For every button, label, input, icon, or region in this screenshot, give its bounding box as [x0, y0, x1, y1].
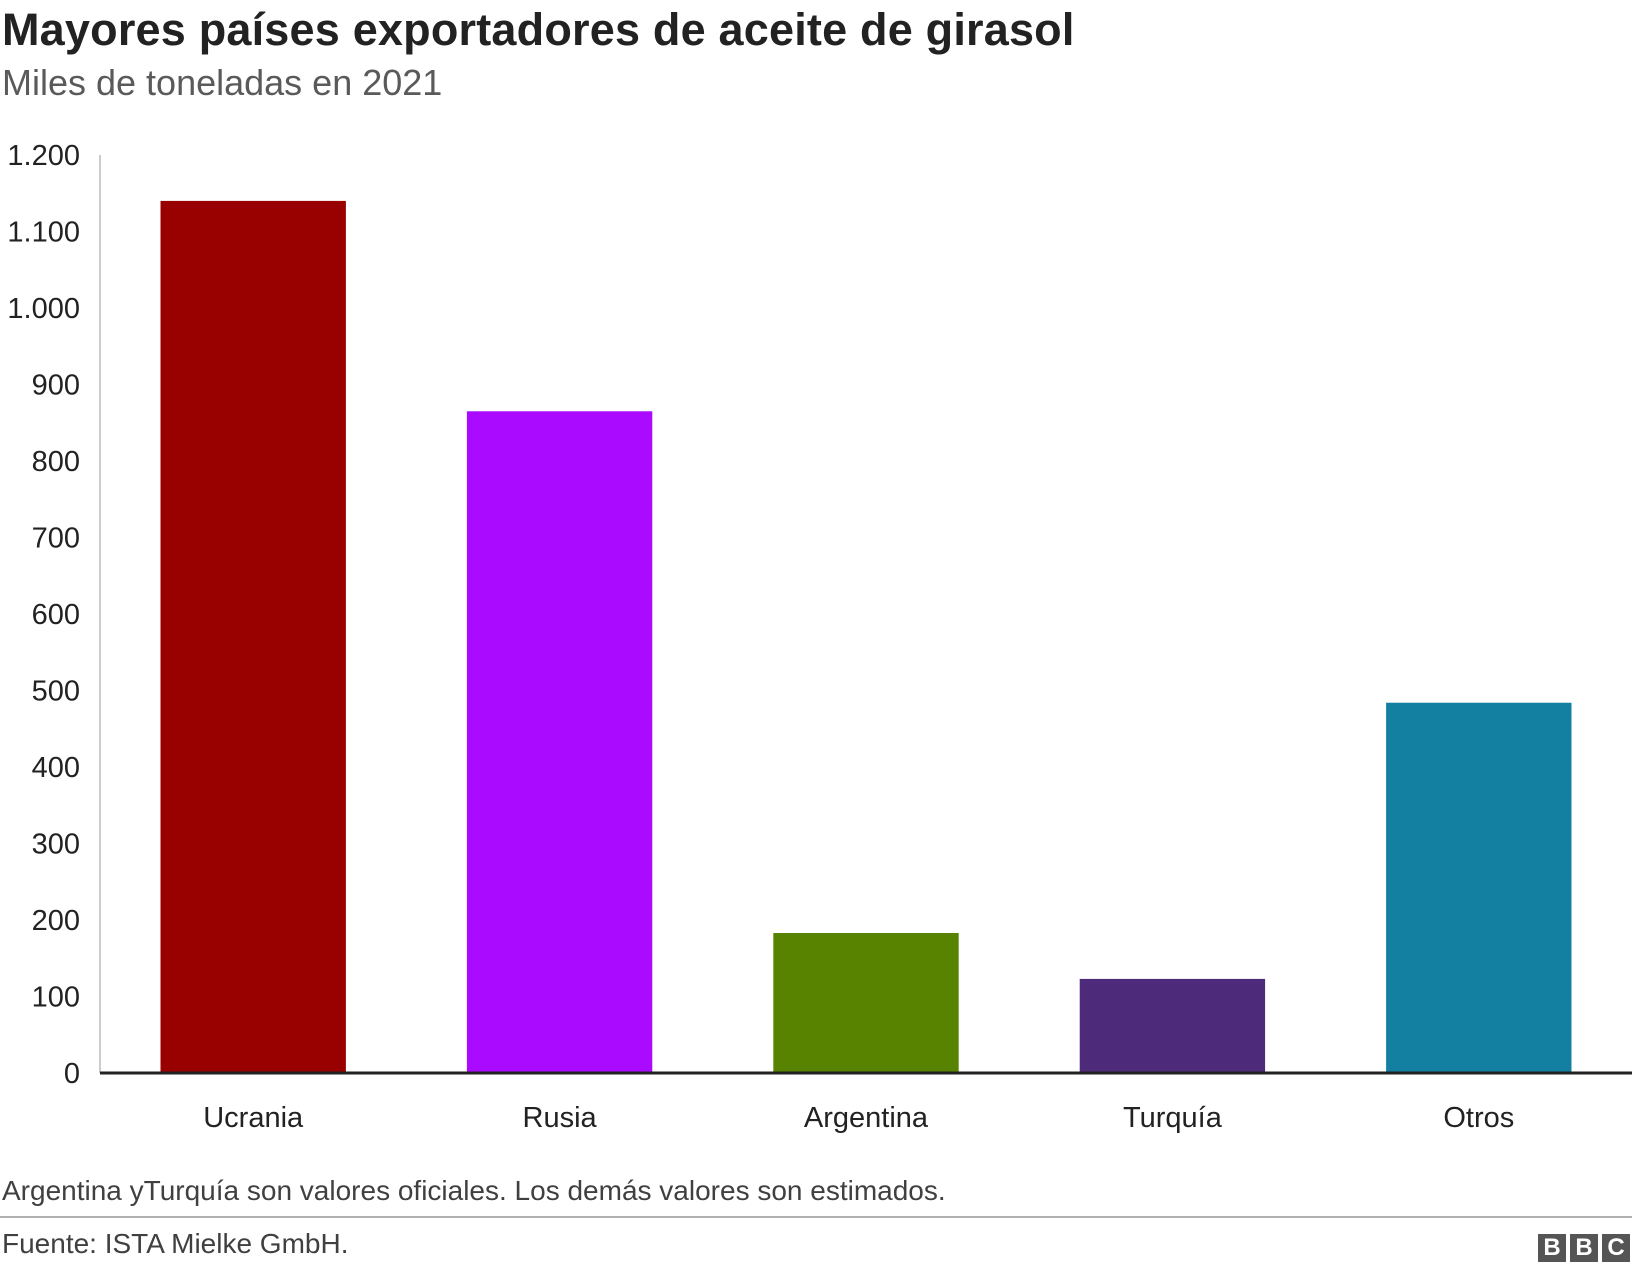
x-category-label: Ucrania	[203, 1102, 304, 1134]
y-tick-label: 900	[32, 370, 80, 402]
bar-turquía	[1079, 978, 1266, 1073]
bars-group	[160, 200, 1572, 1073]
bar-argentina	[773, 933, 959, 1073]
x-axis-category-labels: Ucrania Rusia Argentina Turquía Otros	[203, 1102, 1514, 1134]
x-category-label: Argentina	[804, 1102, 929, 1134]
chart-title: Mayores países exportadores de aceite de…	[2, 4, 1075, 55]
bbc-logo: B B C	[1538, 1234, 1630, 1262]
chart-subtitle: Miles de toneladas en 2021	[2, 62, 443, 103]
y-tick-label: 0	[64, 1058, 80, 1090]
footnote: Argentina yTurquía son valores oficiales…	[2, 1175, 946, 1206]
y-tick-label: 100	[32, 982, 80, 1014]
y-tick-label: 800	[32, 446, 80, 478]
bbc-logo-block-3: C	[1602, 1234, 1630, 1262]
source-text: Fuente: ISTA Mielke GmbH.	[2, 1228, 349, 1259]
bbc-logo-block-1: B	[1538, 1234, 1566, 1262]
y-tick-label: 1.000	[7, 293, 80, 325]
bar-rusia	[466, 411, 653, 1073]
y-tick-label: 300	[32, 829, 80, 861]
bar-chart: 0 100 200 300 400 500 600 700 800 900 1.000 1.100 1.…	[7, 140, 1632, 1134]
footer-divider	[0, 1216, 1632, 1218]
y-tick-label: 1.200	[7, 140, 80, 172]
y-tick-label: 200	[32, 905, 80, 937]
y-tick-label: 1.100	[7, 217, 80, 249]
y-tick-label: 400	[32, 752, 80, 784]
bbc-logo-block-2: B	[1570, 1234, 1598, 1262]
y-tick-label: 500	[32, 676, 80, 708]
y-axis-tick-labels: 0 100 200 300 400 500 600 700 800 900 1.000 1.100 1.…	[7, 140, 80, 1090]
y-tick-label: 600	[32, 599, 80, 631]
x-category-label: Rusia	[523, 1102, 598, 1134]
y-tick-label: 700	[32, 523, 80, 555]
x-category-label: Otros	[1443, 1102, 1514, 1134]
x-category-label: Turquía	[1123, 1102, 1223, 1134]
bar-otros	[1386, 702, 1572, 1073]
bar-ucrania	[160, 200, 346, 1073]
